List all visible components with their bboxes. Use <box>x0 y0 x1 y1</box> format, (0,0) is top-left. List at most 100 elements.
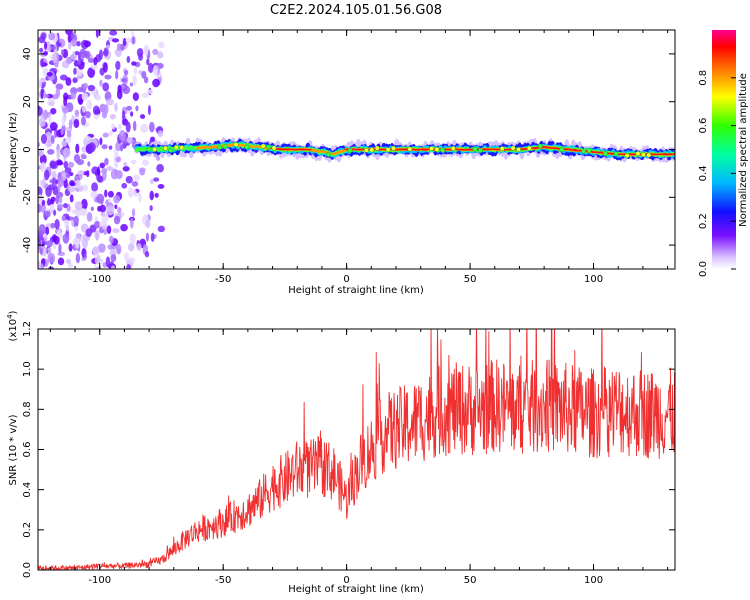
noise-blob <box>102 82 110 92</box>
noise-blob <box>48 266 54 269</box>
noise-blob <box>115 48 122 58</box>
ridge-spot <box>369 147 375 153</box>
ridge-spot <box>363 147 369 153</box>
noise-blob <box>54 218 60 230</box>
noise-blob <box>123 161 128 167</box>
snr-background <box>38 329 675 570</box>
noise-blob <box>67 40 72 50</box>
ridge-spot <box>146 146 152 152</box>
noise-blob <box>132 74 137 86</box>
noise-blob <box>131 30 135 37</box>
noise-blob <box>130 111 134 117</box>
noise-blob <box>140 123 149 134</box>
noise-blob <box>83 82 88 89</box>
noise-blob <box>63 92 69 101</box>
y-tick-label: -40 <box>22 237 33 253</box>
colorbar-tick-label: 0.2 <box>698 213 709 229</box>
noise-blob <box>57 42 62 47</box>
noise-blob <box>62 147 71 158</box>
noise-blob <box>60 127 64 136</box>
snr-y-axis-label: SNR (10 * v/v) <box>8 414 19 485</box>
ridge-spot <box>439 147 445 153</box>
noise-blob <box>74 201 83 211</box>
noise-blob <box>70 33 75 40</box>
noise-blob <box>74 238 80 249</box>
noise-blob <box>51 94 59 100</box>
noise-blob <box>45 186 52 197</box>
noise-blob <box>114 161 119 168</box>
noise-blob <box>156 163 164 173</box>
noise-blob <box>49 122 58 131</box>
noise-blob <box>141 70 147 79</box>
ridge-core <box>307 148 312 151</box>
noise-blob <box>62 233 70 244</box>
x-tick-label: -50 <box>215 274 231 285</box>
ridge-spot <box>217 144 223 150</box>
noise-blob <box>94 216 98 221</box>
noise-blob <box>80 153 87 159</box>
noise-blob <box>126 55 131 63</box>
x-tick-label: 0 <box>343 575 349 586</box>
noise-blob <box>38 230 44 237</box>
snr-series-line <box>38 329 675 570</box>
noise-blob <box>40 162 47 173</box>
noise-blob <box>105 199 109 205</box>
noise-blob <box>97 205 102 212</box>
noise-blob <box>73 118 80 129</box>
noise-blob <box>44 41 48 50</box>
ridge-spot <box>325 151 331 157</box>
noise-blob <box>79 48 87 59</box>
colorbar-label: Normalized spectral amplitude <box>738 73 749 227</box>
noise-blob <box>43 109 49 120</box>
noise-blob <box>116 243 122 255</box>
noise-blob <box>126 264 132 269</box>
noise-blob <box>149 205 153 212</box>
noise-blob <box>74 179 82 189</box>
y-tick-label: 0.6 <box>22 442 33 458</box>
ridge-spot <box>162 145 168 151</box>
noise-blob <box>47 197 51 206</box>
noise-blob <box>61 215 66 222</box>
noise-blob <box>71 209 80 215</box>
noise-blob <box>157 225 166 233</box>
noise-blob <box>136 47 144 57</box>
figure-title: C2E2.2024.105.01.56.G08 <box>270 3 442 18</box>
noise-blob <box>44 226 50 236</box>
x-tick-label: 50 <box>464 575 477 586</box>
ridge-spot <box>347 148 353 154</box>
ridge-spot <box>233 141 239 147</box>
colorbar-tick-label: 0.6 <box>698 118 709 134</box>
noise-blob <box>76 158 85 166</box>
noise-blob <box>114 102 118 112</box>
noise-blob <box>40 263 44 269</box>
noise-blob <box>132 120 137 132</box>
x-tick-label: 100 <box>584 274 603 285</box>
ridge-spot <box>179 145 185 151</box>
noise-blob <box>96 175 104 183</box>
noise-blob <box>115 70 119 80</box>
noise-blob <box>145 219 151 229</box>
noise-blob <box>81 92 89 101</box>
x-tick-label: -100 <box>88 274 111 285</box>
noise-blob <box>131 208 136 218</box>
noise-blob <box>46 142 53 147</box>
noise-blob <box>58 196 63 204</box>
noise-blob <box>106 205 115 216</box>
noise-blob <box>61 106 70 114</box>
ridge-spot <box>168 147 174 153</box>
noise-blob <box>64 167 72 174</box>
noise-blob <box>75 143 80 154</box>
y-tick-label: 20 <box>22 95 33 108</box>
ridge-spot <box>613 151 619 157</box>
noise-blob <box>50 135 55 144</box>
y-tick-label: 0.0 <box>22 562 33 578</box>
snr-x-axis-label: Height of straight line (km) <box>288 584 424 595</box>
noise-blob <box>69 194 74 203</box>
ridge-spot <box>450 146 456 151</box>
noise-blob <box>144 251 150 258</box>
noise-blob <box>57 251 66 257</box>
noise-blob <box>68 243 73 252</box>
noise-blob <box>91 63 98 70</box>
ridge-spot <box>266 144 272 150</box>
noise-blob <box>38 142 41 148</box>
